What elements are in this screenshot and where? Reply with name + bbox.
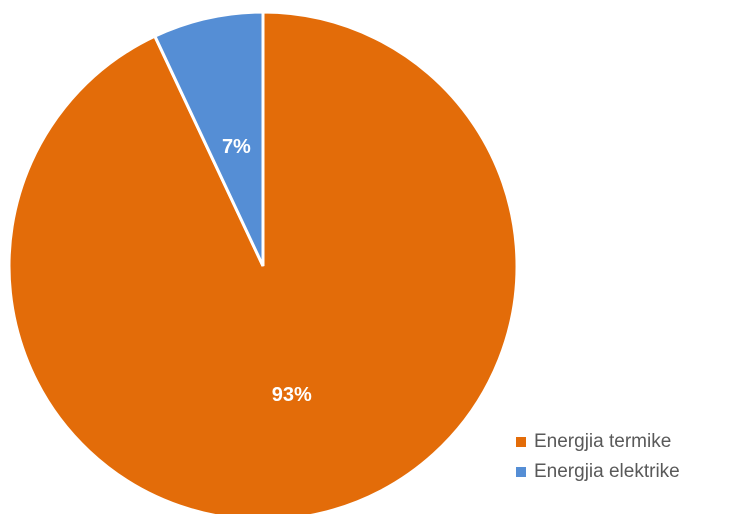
data-label-energjia-termike: 93% xyxy=(272,384,312,406)
legend-swatch-energjia-termike xyxy=(516,437,526,447)
pie-data-labels: 93% 7% xyxy=(222,136,312,406)
data-label-energjia-elektrike: 7% xyxy=(222,136,251,158)
legend-item-energjia-termike: Energjia termike xyxy=(516,427,745,457)
legend-swatch-energjia-elektrike xyxy=(516,467,526,477)
legend-label-energjia-elektrike: Energjia elektrike xyxy=(534,461,680,482)
legend-label-energjia-termike: Energjia termike xyxy=(534,431,672,452)
chart-legend: Energjia termike Energjia elektrike xyxy=(516,427,745,487)
pie-slices xyxy=(7,10,519,514)
legend-item-energjia-elektrike: Energjia elektrike xyxy=(516,457,745,487)
pie-slice-energjia-elektrike xyxy=(152,10,265,267)
